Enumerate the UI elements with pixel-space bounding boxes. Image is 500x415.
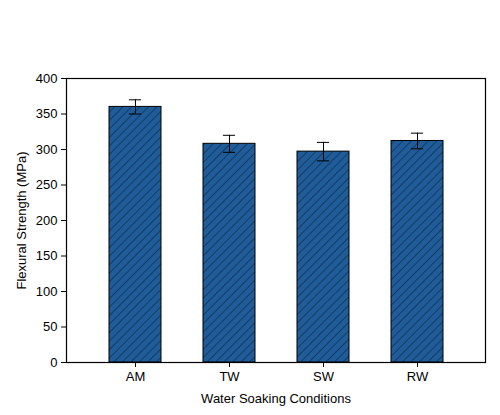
svg-text:250: 250 xyxy=(36,177,58,192)
svg-text:100: 100 xyxy=(36,284,58,299)
html-text:AM - As Made: AM - As Made xyxy=(398,3,481,18)
svg-text:400: 400 xyxy=(36,71,58,86)
svg-text:RW: RW xyxy=(407,369,429,384)
svg-text:SW: SW xyxy=(313,369,335,384)
svg-text:150: 150 xyxy=(36,248,58,263)
svg-text:200: 200 xyxy=(36,213,58,228)
svg-text:Water Soaking Conditions: Water Soaking Conditions xyxy=(201,391,351,406)
svg-text:300: 300 xyxy=(36,142,58,157)
html-text:TW - Tap Water: TW - Tap Water xyxy=(398,20,489,35)
svg-text:AM: AM xyxy=(126,369,146,384)
html-text:RW - Rain Water: RW - Rain Water xyxy=(398,54,496,69)
svg-text:50: 50 xyxy=(43,319,57,334)
svg-text:Flexural Strength (MPa): Flexural Strength (MPa) xyxy=(14,152,29,290)
svg-text:0: 0 xyxy=(50,355,57,370)
svg-text:TW: TW xyxy=(219,369,240,384)
svg-text:350: 350 xyxy=(36,106,58,121)
html-text:SW - Sea Water: SW - Sea Water xyxy=(398,37,492,52)
